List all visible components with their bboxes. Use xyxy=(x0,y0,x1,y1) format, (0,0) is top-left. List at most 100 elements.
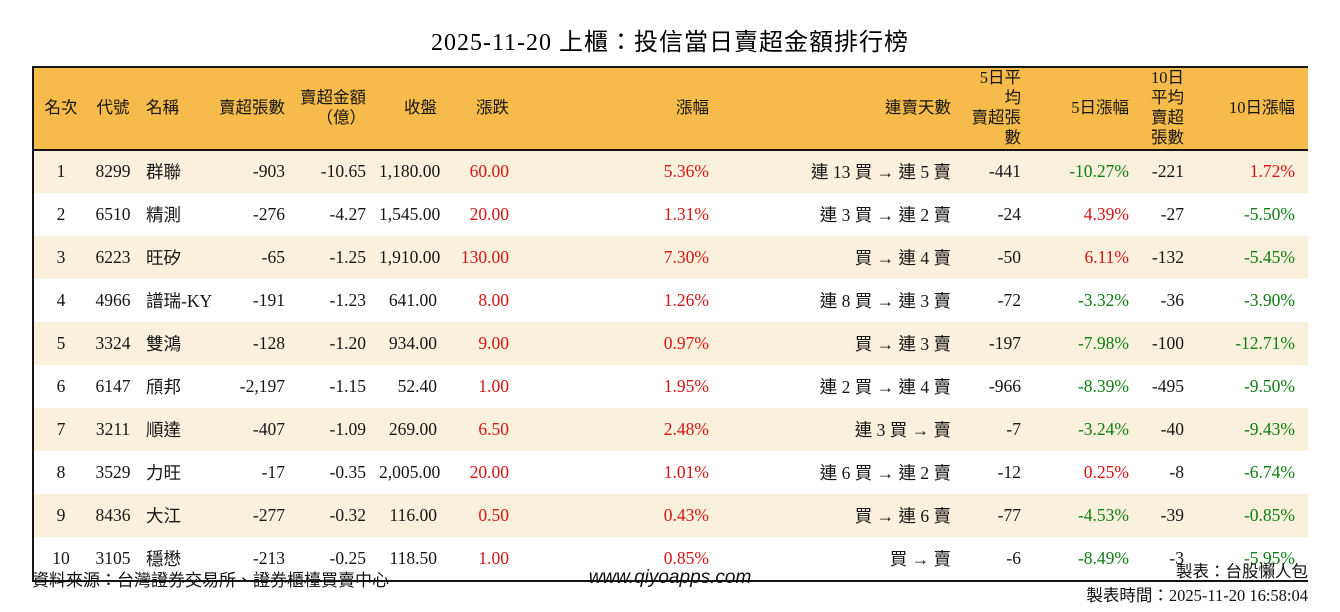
cell-pct5: -7.98% xyxy=(1077,332,1129,353)
cell-rank: 9 xyxy=(56,504,66,525)
cell-pct10: -9.43% xyxy=(1243,418,1295,439)
cell-avg10_lots: -132 xyxy=(1151,246,1184,267)
cell-pct10: -6.74% xyxy=(1243,461,1295,482)
cell-avg5_lots: -7 xyxy=(1006,418,1021,439)
table-header-row: 名次 代號 名稱 賣超張數 賣超金額 （億） 收盤 漲跌 漲幅 連賣天數 5日平均 賣超張數 5日漲… xyxy=(34,68,1308,150)
cell-pct5: 4.39% xyxy=(1083,203,1129,224)
cell-sell_lots: -17 xyxy=(261,461,285,482)
column-header: 收盤 xyxy=(404,98,437,118)
cell-streak: 買 → 連 3 賣 xyxy=(854,333,951,354)
cell-name: 精測 xyxy=(146,204,181,225)
column-header: 10日漲幅 xyxy=(1229,98,1295,118)
cell-code: 3529 xyxy=(95,461,131,482)
cell-streak: 買 → 賣 xyxy=(889,548,951,569)
cell-avg10_lots: -27 xyxy=(1160,203,1184,224)
cell-rank: 10 xyxy=(52,547,70,568)
cell-code: 4966 xyxy=(95,289,131,310)
column-header: 賣超金額 （億） xyxy=(300,88,366,128)
cell-close: 116.00 xyxy=(389,504,437,525)
cell-rank: 6 xyxy=(56,375,66,396)
table-row: 2 6510 精測 -276 -4.27 1,545.00 20.00 1.31% 連 3 買 … xyxy=(34,192,1308,236)
cell-streak: 連 8 買 → 連 3 賣 xyxy=(819,290,951,311)
cell-avg5_lots: -50 xyxy=(997,246,1021,267)
table-row: 7 3211 順達 -407 -1.09 269.00 6.50 2.48% 連 3 買 → 賣… xyxy=(34,407,1308,451)
cell-pct10: -9.50% xyxy=(1243,375,1295,396)
table-row: 8 3529 力旺 -17 -0.35 2,005.00 20.00 1.01% 連 6 買 →… xyxy=(34,450,1308,494)
cell-avg5_lots: -72 xyxy=(997,289,1021,310)
table-row: 6 6147 頎邦 -2,197 -1.15 52.40 1.00 1.95% 連 2 買 → … xyxy=(34,364,1308,408)
cell-avg5_lots: -441 xyxy=(988,161,1021,181)
cell-sell_lots: -407 xyxy=(252,418,285,439)
cell-pct10: -5.95% xyxy=(1243,547,1295,568)
cell-rank: 1 xyxy=(56,161,66,181)
cell-change: 130.00 xyxy=(460,246,509,267)
cell-sell_lots: -65 xyxy=(261,246,285,267)
credits-block: 製表：台股懶人包 製表時間：2025-11-20 16:58:04 xyxy=(1086,560,1308,608)
cell-pct10: -12.71% xyxy=(1235,332,1295,353)
table-row: 5 3324 雙鴻 -128 -1.20 934.00 9.00 0.97% 買 → 連 3 賣… xyxy=(34,321,1308,365)
ranking-table: 名次 代號 名稱 賣超張數 賣超金額 （億） 收盤 漲跌 漲幅 連賣天數 5日平均 賣超張數 5日漲… xyxy=(32,66,1308,582)
cell-avg5_lots: -966 xyxy=(988,375,1021,396)
column-header: 名次 xyxy=(44,98,78,118)
cell-sell_amount: -4.27 xyxy=(329,203,366,224)
cell-close: 2,005.00 xyxy=(379,461,441,482)
cell-sell_lots: -276 xyxy=(252,203,285,224)
cell-code: 8299 xyxy=(95,161,131,181)
cell-change: 0.50 xyxy=(478,504,509,525)
cell-name: 譜瑞-KY xyxy=(146,290,213,311)
cell-code: 6223 xyxy=(95,246,131,267)
cell-sell_lots: -191 xyxy=(252,289,285,310)
cell-change: 6.50 xyxy=(478,418,509,439)
cell-avg10_lots: -495 xyxy=(1151,375,1184,396)
cell-streak: 連 3 買 → 連 2 賣 xyxy=(819,204,951,225)
cell-sell_lots: -128 xyxy=(252,332,285,353)
cell-avg10_lots: -36 xyxy=(1160,289,1184,310)
column-header: 代號 xyxy=(96,98,130,118)
cell-close: 269.00 xyxy=(388,418,437,439)
cell-change_pct: 2.48% xyxy=(663,418,709,439)
made-time-label: 製表時間：2025-11-20 16:58:04 xyxy=(1086,586,1308,605)
cell-close: 934.00 xyxy=(388,332,437,353)
cell-pct10: -0.85% xyxy=(1243,504,1295,525)
page-title: 2025-11-20 上櫃：投信當日賣超金額排行榜 xyxy=(430,30,910,56)
cell-sell_amount: -10.65 xyxy=(320,161,366,181)
cell-change_pct: 0.85% xyxy=(663,547,709,568)
cell-pct5: 0.25% xyxy=(1083,461,1129,482)
column-header: 5日漲幅 xyxy=(1071,98,1129,118)
column-header: 10日平均 賣超張數 xyxy=(1151,68,1184,148)
cell-change: 8.00 xyxy=(478,289,509,310)
cell-pct5: -3.32% xyxy=(1077,289,1129,310)
cell-pct5: -3.24% xyxy=(1077,418,1129,439)
cell-change_pct: 1.31% xyxy=(663,203,709,224)
column-header: 賣超張數 xyxy=(219,98,285,118)
cell-pct5: -8.39% xyxy=(1077,375,1129,396)
cell-pct5: -8.49% xyxy=(1077,547,1129,568)
cell-sell_amount: -0.35 xyxy=(329,461,366,482)
cell-change: 20.00 xyxy=(469,203,509,224)
cell-streak: 連 2 買 → 連 4 賣 xyxy=(819,376,951,397)
cell-avg10_lots: -8 xyxy=(1169,461,1184,482)
cell-avg5_lots: -12 xyxy=(997,461,1021,482)
cell-pct10: -5.45% xyxy=(1243,246,1295,267)
maker-label: 製表：台股懶人包 xyxy=(1176,562,1308,581)
cell-name: 大江 xyxy=(146,505,181,526)
cell-pct5: -4.53% xyxy=(1077,504,1129,525)
cell-code: 3211 xyxy=(95,418,131,439)
cell-change_pct: 1.26% xyxy=(663,289,709,310)
cell-change: 1.00 xyxy=(478,547,509,568)
cell-avg10_lots: -40 xyxy=(1160,418,1184,439)
cell-avg10_lots: -221 xyxy=(1151,161,1184,181)
cell-avg5_lots: -197 xyxy=(988,332,1021,353)
cell-sell_amount: -1.15 xyxy=(329,375,366,396)
cell-rank: 8 xyxy=(56,461,66,482)
cell-sell_lots: -213 xyxy=(252,547,285,568)
cell-pct10: -5.50% xyxy=(1243,203,1295,224)
cell-streak: 連 3 買 → 賣 xyxy=(854,419,951,440)
cell-code: 8436 xyxy=(95,504,131,525)
cell-sell_amount: -0.32 xyxy=(329,504,366,525)
cell-avg5_lots: -24 xyxy=(997,203,1021,224)
column-header: 連賣天數 xyxy=(885,98,951,118)
cell-change_pct: 1.01% xyxy=(663,461,709,482)
ranking-table-grid: 名次 代號 名稱 賣超張數 賣超金額 （億） 收盤 漲跌 漲幅 連賣天數 5日平均 賣超張數 5日漲… xyxy=(34,68,1308,580)
table-row: 4 4966 譜瑞-KY -191 -1.23 641.00 8.00 1.26% 連 8 買 … xyxy=(34,278,1308,322)
